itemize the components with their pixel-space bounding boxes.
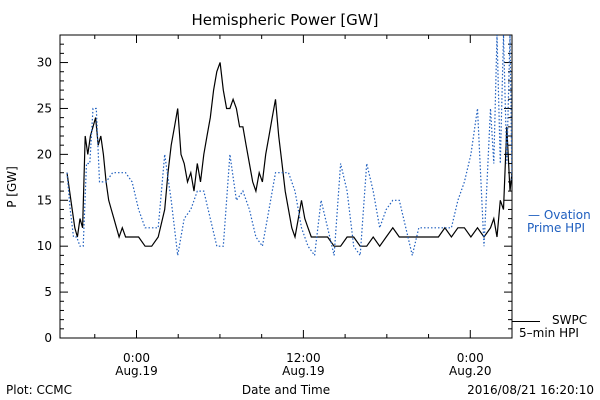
- x-tick-label-date: Aug.19: [115, 364, 158, 378]
- ovation-legend-line1: — Ovation: [528, 208, 591, 222]
- ovation-legend-line2: Prime HPI: [527, 221, 585, 235]
- ovation-series-line: [66, 35, 512, 258]
- x-tick-label-date: Aug.20: [449, 364, 492, 378]
- swpc-legend-line2: 5–min HPI: [519, 326, 579, 340]
- swpc-series-line: [66, 62, 512, 248]
- plot-frame: [59, 34, 513, 339]
- plot-area: [59, 34, 513, 339]
- y-tick-label: 0: [44, 331, 52, 345]
- footer-timestamp: 2016/08/21 16:20:10: [467, 383, 594, 397]
- y-tick-label: 10: [37, 239, 52, 253]
- series-layer: [66, 35, 512, 258]
- x-tick-label-date: Aug.19: [282, 364, 325, 378]
- y-axis: 0 5 10 15 20 25 30: [37, 34, 512, 345]
- x-tick-label-time: 0:00: [457, 351, 484, 365]
- footer-left: Plot: CCMC: [6, 383, 72, 397]
- x-axis-label: Date and Time: [242, 383, 330, 397]
- x-tick-label-time: 0:00: [123, 351, 150, 365]
- swpc-legend: SWPC 5–min HPI: [512, 313, 587, 340]
- y-tick-label: 30: [37, 56, 52, 70]
- swpc-legend-line1: SWPC: [552, 313, 587, 327]
- y-tick-label: 5: [44, 285, 52, 299]
- y-axis-label: P [GW]: [5, 166, 19, 208]
- x-axis: 0:00Aug.1912:00Aug.190:00Aug.2012:00Aug.…: [94, 35, 513, 378]
- x-tick-label-time: 12:00: [286, 351, 321, 365]
- chart-title: Hemispheric Power [GW]: [192, 11, 379, 29]
- y-tick-label: 20: [37, 147, 52, 161]
- ovation-legend: — Ovation Prime HPI: [527, 208, 591, 235]
- y-tick-label: 25: [37, 101, 52, 115]
- y-tick-label: 15: [37, 193, 52, 207]
